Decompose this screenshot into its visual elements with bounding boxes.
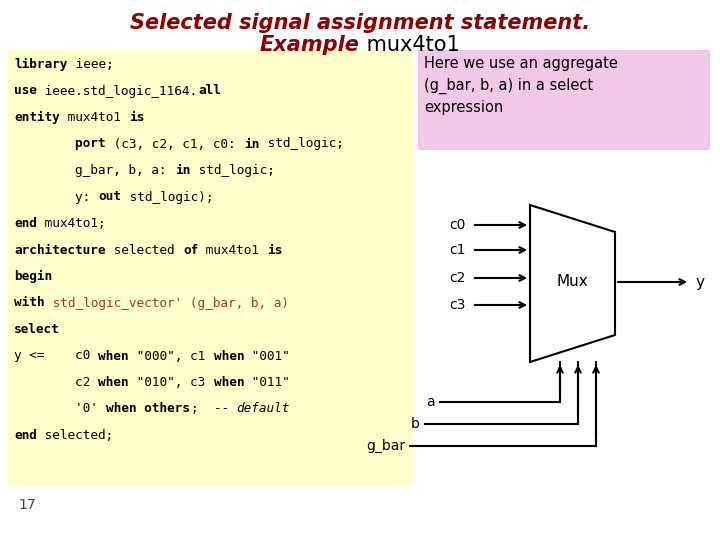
Text: architecture: architecture [14,244,106,256]
Text: library: library [14,58,68,71]
Text: entity: entity [14,111,60,124]
Text: end: end [14,429,37,442]
Text: c0: c0 [449,218,466,232]
Text: mux4to1: mux4to1 [60,111,129,124]
Text: c2: c2 [449,271,466,285]
Text: with: with [14,296,45,309]
Text: port: port [14,138,106,151]
Text: b: b [411,417,420,431]
Polygon shape [530,205,615,362]
Text: "010", c3: "010", c3 [129,376,213,389]
Text: mux4to1: mux4to1 [198,244,267,256]
Text: std_logic;: std_logic; [191,164,274,177]
Text: when: when [99,376,129,389]
Text: c2: c2 [14,376,98,389]
Text: out: out [99,191,122,204]
Text: y <=    c0: y <= c0 [14,349,98,362]
Text: 17: 17 [18,498,35,512]
Text: when: when [214,349,244,362]
Text: when: when [214,376,244,389]
Text: end: end [14,217,37,230]
Text: "011": "011" [244,376,290,389]
Text: is: is [267,244,283,256]
Text: in: in [244,138,260,151]
Text: all: all [198,84,221,98]
Text: c3: c3 [449,298,466,312]
Text: (c3, c2, c1, c0:: (c3, c2, c1, c0: [106,138,243,151]
Text: y: y [695,274,704,289]
Text: Mux: Mux [556,274,588,289]
Text: Selected signal assignment statement.: Selected signal assignment statement. [130,13,590,33]
Text: use: use [14,84,37,98]
Text: selected: selected [106,244,182,256]
Text: '0': '0' [14,402,106,415]
Text: std_logic;: std_logic; [260,138,343,151]
Text: of: of [183,244,198,256]
Text: Example: Example [260,35,360,55]
Text: expression: expression [424,100,503,115]
Text: y:: y: [14,191,98,204]
Text: when others: when others [106,402,190,415]
Text: a: a [426,395,435,409]
Text: select: select [14,323,60,336]
Text: ;  --: ; -- [191,402,236,415]
Text: default: default [237,402,290,415]
Text: g_bar, b, a:: g_bar, b, a: [14,164,174,177]
Text: ieee.std_logic_1164.: ieee.std_logic_1164. [37,84,197,98]
FancyBboxPatch shape [8,50,413,485]
Text: mux4to1: mux4to1 [360,35,460,55]
Text: when: when [99,349,129,362]
Text: "001": "001" [244,349,290,362]
Text: c1: c1 [449,243,466,257]
Text: in: in [175,164,191,177]
Text: (g_bar, b, a) in a select: (g_bar, b, a) in a select [424,78,593,94]
Text: mux4to1;: mux4to1; [37,217,106,230]
Text: selected;: selected; [37,429,113,442]
Text: Here we use an aggregate: Here we use an aggregate [424,56,618,71]
Text: std_logic_vector' (g_bar, b, a): std_logic_vector' (g_bar, b, a) [45,296,289,309]
Text: ieee;: ieee; [68,58,114,71]
Text: is: is [129,111,145,124]
Text: begin: begin [14,270,52,283]
Text: "000", c1: "000", c1 [129,349,213,362]
FancyBboxPatch shape [418,50,710,150]
Text: std_logic);: std_logic); [122,191,213,204]
Text: g_bar: g_bar [366,439,405,453]
